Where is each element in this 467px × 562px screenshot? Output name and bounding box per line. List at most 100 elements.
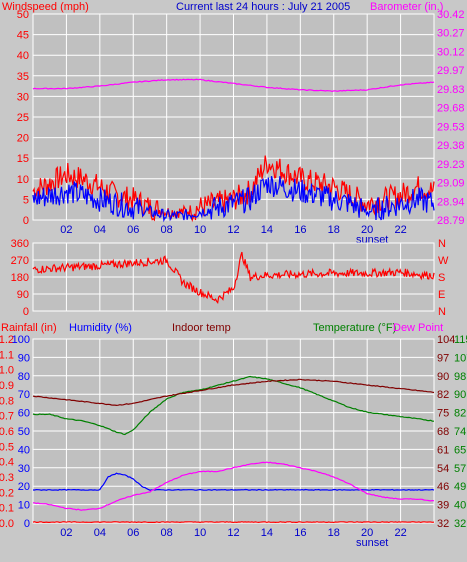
wind-barometer-panel: Windspeed (mph) Current last 24 hours : …	[2, 1, 465, 246]
humidity-tick: 10	[18, 500, 30, 512]
humidity-tick: 100	[12, 334, 30, 346]
panel3-series-1	[32, 378, 435, 407]
panel1-xtick: 02	[60, 224, 72, 236]
temperature-humidity-panel: Rainfall (in) Humidity (%) Indoor temp T…	[0, 322, 467, 549]
indoor-tick: 82	[437, 389, 449, 401]
chart-title: Current last 24 hours : July 21 2005	[176, 1, 350, 13]
windspeed-tick: 10	[17, 174, 29, 186]
panel3-xtick: 18	[328, 527, 340, 539]
indoor-tick: 68	[437, 426, 449, 438]
panel3-xtick: 12	[227, 527, 239, 539]
humidity-tick: 20	[18, 481, 30, 493]
panel2-series-0	[32, 251, 435, 304]
windspeed-axis-label: Windspeed (mph)	[2, 1, 89, 13]
humidity-tick: 50	[18, 426, 30, 438]
humidity-tick: 80	[18, 371, 30, 383]
temperature-tick: 90	[454, 389, 466, 401]
panel1-xtick: 06	[127, 224, 139, 236]
rain-tick: 1.2	[0, 334, 14, 346]
panel3-xtick: 10	[194, 527, 206, 539]
humidity-tick: 40	[18, 444, 30, 456]
direction-tick: 270	[11, 255, 29, 267]
windspeed-tick: 45	[17, 30, 29, 42]
direction-tick: 360	[11, 238, 29, 250]
indoor-temp-label: Indoor temp	[172, 322, 231, 334]
barometer-tick: 29.68	[437, 103, 465, 115]
barometer-tick: 28.94	[437, 196, 465, 208]
panel1-xtick: 12	[227, 224, 239, 236]
temperature-tick: 57	[454, 463, 466, 475]
compass-tick: E	[438, 289, 445, 301]
panel3-xtick: 04	[94, 527, 106, 539]
temperature-tick: 40	[454, 500, 466, 512]
panel1-series-0	[32, 155, 435, 223]
panel3-xtick: 14	[261, 527, 273, 539]
barometer-tick: 29.09	[437, 178, 465, 190]
rain-tick: 0.6	[0, 426, 14, 438]
humidity-tick: 90	[18, 352, 30, 364]
panel3-series-4	[32, 521, 435, 524]
humidity-axis-label: Humidity (%)	[69, 322, 132, 334]
temperature-axis-label: Temperature (°F)	[313, 322, 396, 334]
compass-tick: N	[438, 306, 446, 318]
panel1-xtick: 14	[261, 224, 273, 236]
windspeed-tick: 35	[17, 71, 29, 83]
indoor-tick: 61	[437, 444, 449, 456]
barometer-tick: 29.53	[437, 121, 465, 133]
panel1-series-1	[32, 176, 435, 223]
humidity-tick: 30	[18, 463, 30, 475]
barometer-tick: 30.12	[437, 46, 465, 58]
direction-tick: 0	[23, 306, 29, 318]
windspeed-tick: 0	[23, 215, 29, 227]
windspeed-tick: 20	[17, 133, 29, 145]
indoor-tick: 39	[437, 500, 449, 512]
humidity-tick: 70	[18, 389, 30, 401]
barometer-tick: 29.83	[437, 84, 465, 96]
temperature-tick: 49	[454, 481, 466, 493]
rain-tick: 0.7	[0, 411, 14, 423]
temperature-tick: 82	[454, 408, 466, 420]
barometer-axis-label: Barometer (in.)	[370, 1, 443, 13]
humidity-tick: 60	[18, 408, 30, 420]
direction-tick: 90	[17, 289, 29, 301]
rain-tick: 1.0	[0, 365, 14, 377]
panel3-series-2	[33, 472, 435, 491]
humidity-tick: 0	[24, 518, 30, 530]
indoor-tick: 54	[437, 463, 449, 475]
barometer-tick: 30.27	[437, 28, 465, 40]
panel3-xtick: 16	[294, 527, 306, 539]
temperature-tick: 32	[454, 518, 466, 530]
compass-tick: N	[438, 238, 446, 250]
indoor-tick: 90	[437, 371, 449, 383]
rain-tick: 0.4	[0, 457, 14, 469]
indoor-tick: 104	[437, 334, 455, 346]
panel3-series-0	[32, 375, 435, 436]
compass-tick: S	[438, 272, 445, 284]
rain-tick: 0.9	[0, 380, 14, 392]
temperature-tick: 98	[454, 371, 466, 383]
rain-tick: 0.8	[0, 395, 14, 407]
barometer-tick: 29.38	[437, 140, 465, 152]
barometer-tick: 30.42	[437, 9, 465, 21]
rain-tick: 1.1	[0, 349, 14, 361]
indoor-tick: 32	[437, 518, 449, 530]
panel3-series-3	[33, 461, 435, 511]
windspeed-tick: 5	[23, 194, 29, 206]
temperature-tick: 115	[454, 334, 467, 346]
direction-tick: 180	[11, 272, 29, 284]
panel1-xtick: 18	[328, 224, 340, 236]
panel3-xtick: 20	[361, 527, 373, 539]
rain-tick: 0.0	[0, 518, 14, 530]
rain-tick: 0.3	[0, 472, 14, 484]
panel1-xtick: 22	[394, 224, 406, 236]
panel3-xtick: 22	[394, 527, 406, 539]
panel1-xtick: 04	[94, 224, 106, 236]
indoor-tick: 46	[437, 481, 449, 493]
rain-tick: 0.1	[0, 503, 14, 515]
panel1-xtick: 20	[361, 224, 373, 236]
indoor-tick: 75	[437, 408, 449, 420]
panel1-series-2	[32, 78, 435, 93]
windspeed-tick: 50	[17, 9, 29, 21]
